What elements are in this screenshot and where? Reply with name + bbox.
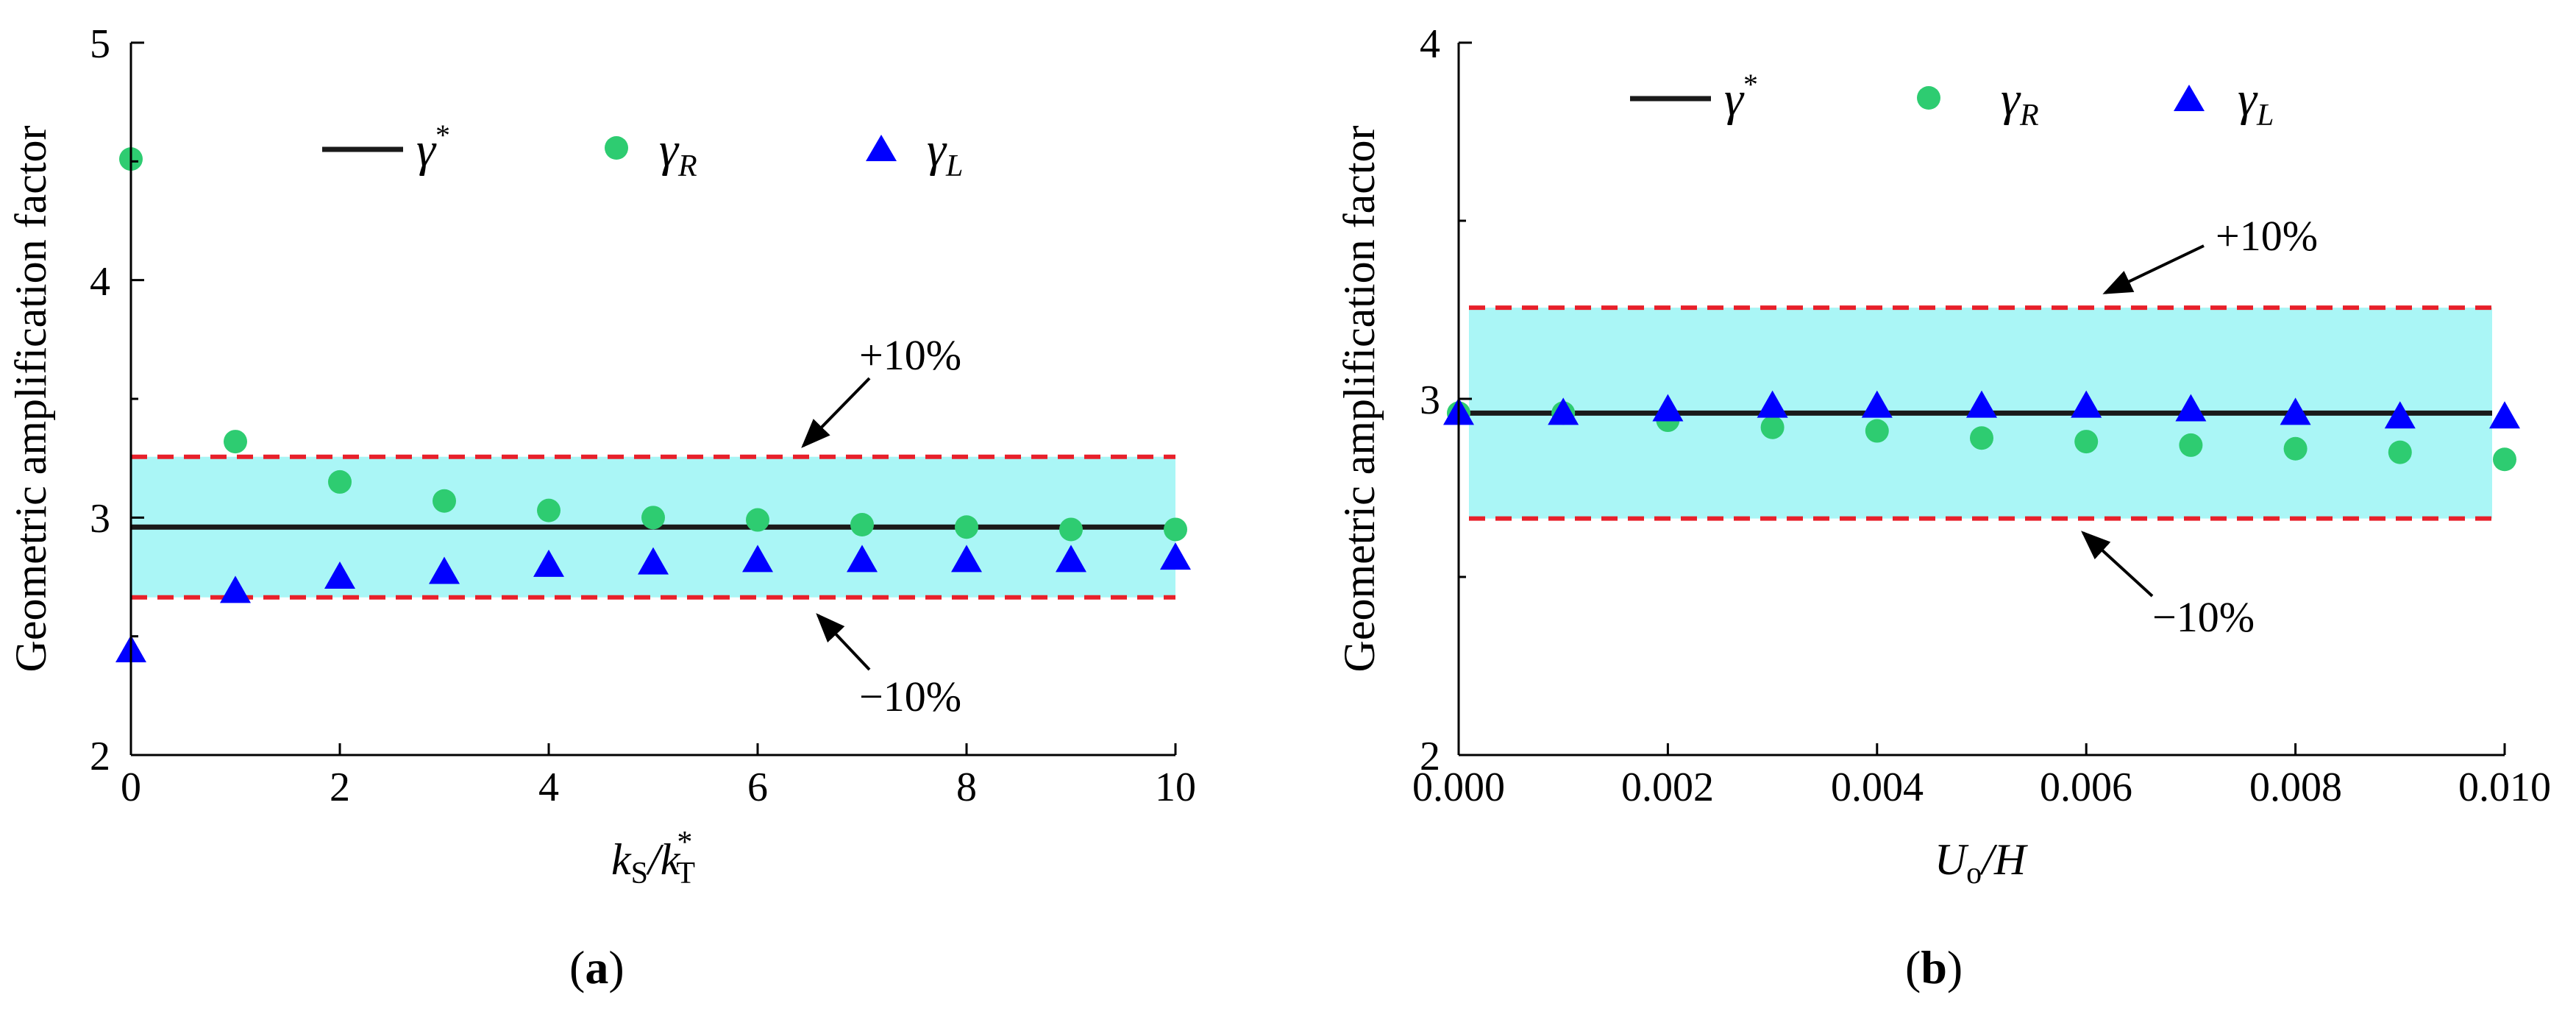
gamma-l-point xyxy=(533,549,564,577)
x-tick-label: 0.006 xyxy=(2040,765,2132,810)
x-tick-label: 0 xyxy=(121,765,141,810)
gamma-l-point xyxy=(1160,542,1191,570)
x-tick-label: 0.010 xyxy=(2458,765,2551,810)
gamma-r-point xyxy=(433,489,456,513)
gamma-r-point xyxy=(641,506,665,530)
gamma-r-point xyxy=(2283,436,2308,461)
x-tick-label: 0.002 xyxy=(1621,765,1714,810)
chart-panel-b: 0.000 0.002 0.004 0.006 0.008 0.010 2 3 … xyxy=(1335,21,2551,993)
legend-label-gamma-r: γR xyxy=(2001,72,2039,132)
x-axis-title: kS/k* T xyxy=(611,826,695,890)
legend-triangle-swatch xyxy=(866,135,897,161)
upper-bound-annotation: +10% xyxy=(859,331,961,379)
gamma-r-point xyxy=(746,508,769,532)
gamma-r-point xyxy=(328,469,352,494)
gamma-l-point xyxy=(742,545,773,573)
legend-label-gamma-star: γ* xyxy=(1724,68,1758,126)
gamma-r-point xyxy=(1760,415,1785,439)
legend-label-gamma-r: γR xyxy=(659,123,697,183)
data-marks xyxy=(115,147,1191,663)
legend-triangle-swatch xyxy=(2174,85,2205,111)
y-tick-label: 2 xyxy=(90,734,110,779)
gamma-r-point xyxy=(2388,440,2412,464)
y-tick-label: 4 xyxy=(1420,21,1440,67)
upper-annotation-arrow xyxy=(2102,244,2205,294)
lower-annotation-arrow xyxy=(816,613,871,671)
gamma-l-point xyxy=(429,556,460,584)
gamma-l-point xyxy=(1757,390,1788,418)
gamma-r-point xyxy=(1970,426,1993,450)
x-tick-label: 6 xyxy=(747,765,768,810)
upper-bound-annotation: +10% xyxy=(2216,212,2318,260)
gamma-l-point xyxy=(2489,401,2520,429)
gamma-l-point xyxy=(2384,401,2416,429)
gamma-r-point xyxy=(2074,430,2099,454)
gamma-r-point xyxy=(1164,517,1187,542)
lower-bound-annotation: −10% xyxy=(859,673,961,720)
gamma-l-point xyxy=(324,561,355,589)
y-tick-label: 5 xyxy=(90,21,110,67)
gamma-l-point xyxy=(1652,394,1684,422)
lower-annotation-arrow xyxy=(2081,531,2154,598)
gamma-l-point xyxy=(1056,545,1086,573)
gamma-r-point xyxy=(1865,419,1889,443)
lower-bound-annotation: −10% xyxy=(2152,593,2255,641)
panel-label-b: (b) xyxy=(1905,941,1963,993)
y-tick-label: 3 xyxy=(1420,378,1440,423)
gamma-l-point xyxy=(951,545,982,573)
y-tick-label: 3 xyxy=(90,496,110,542)
x-tick-label: 0.008 xyxy=(2249,765,2342,810)
x-tick-label: 8 xyxy=(956,765,977,810)
gamma-r-point xyxy=(1059,517,1083,542)
gamma-l-point xyxy=(220,575,251,603)
x-tick-label: 0.000 xyxy=(1412,765,1505,810)
axis-ticks xyxy=(129,41,1177,756)
gamma-r-point xyxy=(850,513,874,537)
upper-annotation-arrow xyxy=(801,377,871,448)
legend-label-gamma-l: γL xyxy=(927,123,963,183)
legend-circle-swatch xyxy=(605,136,628,160)
y-tick-label: 2 xyxy=(1420,734,1440,779)
chart-panel-a: 0 2 4 6 8 10 2 3 4 5 Geometric amplifica… xyxy=(7,21,1196,993)
axis-ticks xyxy=(1457,41,2506,756)
gamma-l-point xyxy=(2071,390,2102,418)
x-tick-label: 10 xyxy=(1155,765,1196,810)
legend-label-gamma-l: γL xyxy=(2238,72,2274,132)
x-axis-title: Uo/H xyxy=(1935,835,2029,890)
gamma-r-point xyxy=(2179,433,2203,457)
gamma-l-point xyxy=(2280,397,2311,425)
gamma-l-point xyxy=(847,545,878,573)
x-tick-label: 0.004 xyxy=(1831,765,1924,810)
gamma-l-point xyxy=(1861,390,1893,418)
gamma-r-point xyxy=(2493,447,2516,472)
gamma-l-point xyxy=(1966,390,1997,418)
gamma-l-point xyxy=(1548,397,1579,425)
x-tick-label: 2 xyxy=(330,765,350,810)
gamma-l-point xyxy=(638,547,669,575)
y-axis-title: Geometric amplification factor xyxy=(7,125,55,672)
panel-label-a: (a) xyxy=(569,941,625,993)
gamma-l-point xyxy=(2175,394,2207,422)
x-tick-label: 4 xyxy=(538,765,559,810)
gamma-r-point xyxy=(955,515,978,539)
y-axis-title: Geometric amplification factor xyxy=(1335,125,1384,672)
legend-label-gamma-star: γ* xyxy=(416,118,450,177)
y-tick-label: 4 xyxy=(90,259,110,305)
gamma-r-point xyxy=(537,498,561,522)
legend-circle-swatch xyxy=(1917,86,1940,110)
gamma-r-point xyxy=(224,430,247,454)
